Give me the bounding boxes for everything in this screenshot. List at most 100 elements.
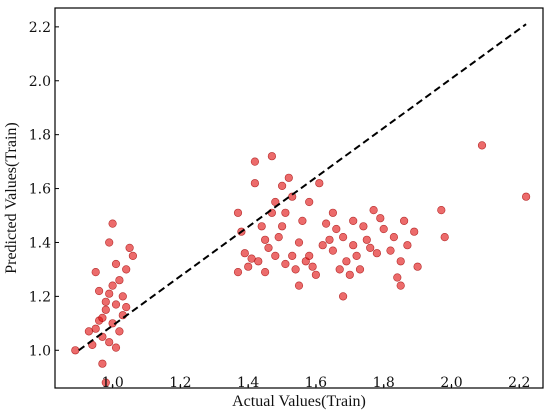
data-point: [352, 251, 361, 260]
data-point: [308, 262, 317, 271]
x-tick-label: 1.0: [101, 375, 123, 391]
data-point: [349, 241, 358, 250]
data-point: [101, 378, 110, 387]
data-point: [389, 233, 399, 242]
data-point: [355, 265, 365, 274]
data-point: [71, 346, 80, 355]
data-point: [250, 157, 259, 166]
data-point: [264, 243, 273, 252]
data-point: [369, 206, 378, 215]
data-point: [101, 297, 110, 306]
data-point: [294, 238, 304, 247]
data-point: [396, 257, 405, 266]
reference-line-group: [78, 23, 527, 352]
data-point: [125, 243, 134, 252]
data-point: [233, 268, 243, 277]
data-point: [118, 292, 127, 301]
y-tick-label: 1.2: [29, 289, 51, 305]
data-point: [115, 327, 124, 336]
data-point: [111, 300, 121, 309]
x-tick-label: 1.2: [169, 375, 191, 391]
data-point: [91, 324, 100, 333]
data-point: [332, 224, 341, 234]
data-point: [267, 152, 277, 161]
data-point: [372, 249, 382, 258]
data-point: [284, 173, 293, 182]
data-point: [379, 224, 388, 234]
data-point: [410, 227, 419, 236]
data-point: [91, 268, 100, 277]
data-point: [111, 259, 121, 269]
y-tick-label: 2.0: [29, 74, 51, 90]
data-point: [122, 265, 131, 274]
data-point: [291, 265, 300, 274]
data-point: [349, 216, 358, 225]
data-point: [244, 262, 253, 271]
data-point: [111, 343, 121, 352]
data-point: [393, 273, 402, 282]
data-point: [240, 249, 249, 258]
x-axis-ticks: 1.0 1.2 1.4 1.6 1.8 2.0 2.2: [101, 375, 530, 391]
x-tick-label: 1.4: [237, 375, 259, 391]
x-axis-title: Actual Values(Train): [232, 393, 366, 410]
x-tick-label: 2.0: [440, 375, 462, 391]
data-point: [105, 289, 114, 298]
data-point: [274, 233, 283, 242]
data-point: [288, 251, 297, 260]
reference-line: [78, 23, 527, 352]
data-point: [94, 286, 104, 296]
data-point: [281, 208, 290, 217]
data-point: [413, 262, 422, 271]
data-point: [105, 238, 114, 247]
data-point: [318, 241, 327, 250]
data-point: [261, 235, 270, 244]
data-point: [311, 270, 321, 279]
data-point: [305, 197, 314, 207]
y-tick-label: 1.6: [29, 182, 51, 198]
data-point: [267, 208, 277, 217]
data-point: [396, 281, 405, 290]
data-point: [315, 179, 324, 188]
data-point: [261, 268, 270, 277]
y-tick-label: 2.2: [29, 20, 51, 36]
data-point: [108, 219, 117, 228]
data-point: [359, 222, 368, 231]
data-point: [108, 281, 117, 290]
data-point: [281, 259, 290, 269]
data-point: [298, 216, 307, 225]
data-point: [128, 251, 137, 260]
data-point: [105, 338, 114, 347]
y-axis-ticks: 1.0 1.2 1.4 1.6 1.8 2.0 2.2: [29, 20, 59, 359]
data-point: [400, 216, 409, 225]
data-point: [254, 257, 263, 266]
data-point: [233, 208, 243, 217]
data-point: [339, 233, 348, 242]
data-point: [437, 206, 446, 215]
data-point: [477, 141, 487, 150]
data-point: [257, 222, 266, 231]
data-point: [328, 208, 338, 217]
data-point: [403, 241, 412, 250]
data-point: [376, 214, 385, 223]
data-point: [98, 313, 107, 323]
data-point: [84, 327, 93, 336]
y-axis-title: Predicted Values(Train): [3, 122, 20, 274]
data-point: [325, 235, 334, 244]
y-tick-label: 1.8: [29, 128, 51, 144]
data-point: [250, 179, 259, 188]
data-point: [271, 251, 280, 260]
data-points: [71, 141, 531, 387]
data-point: [335, 265, 344, 274]
data-point: [362, 235, 371, 244]
data-point: [122, 303, 131, 312]
data-point: [366, 243, 375, 252]
x-tick-label: 1.6: [305, 375, 327, 391]
x-tick-label: 1.8: [373, 375, 395, 391]
data-point: [345, 270, 354, 279]
data-point: [98, 359, 107, 368]
data-point: [278, 222, 287, 231]
data-point: [386, 246, 395, 255]
data-point: [342, 257, 351, 266]
data-point: [339, 292, 348, 301]
